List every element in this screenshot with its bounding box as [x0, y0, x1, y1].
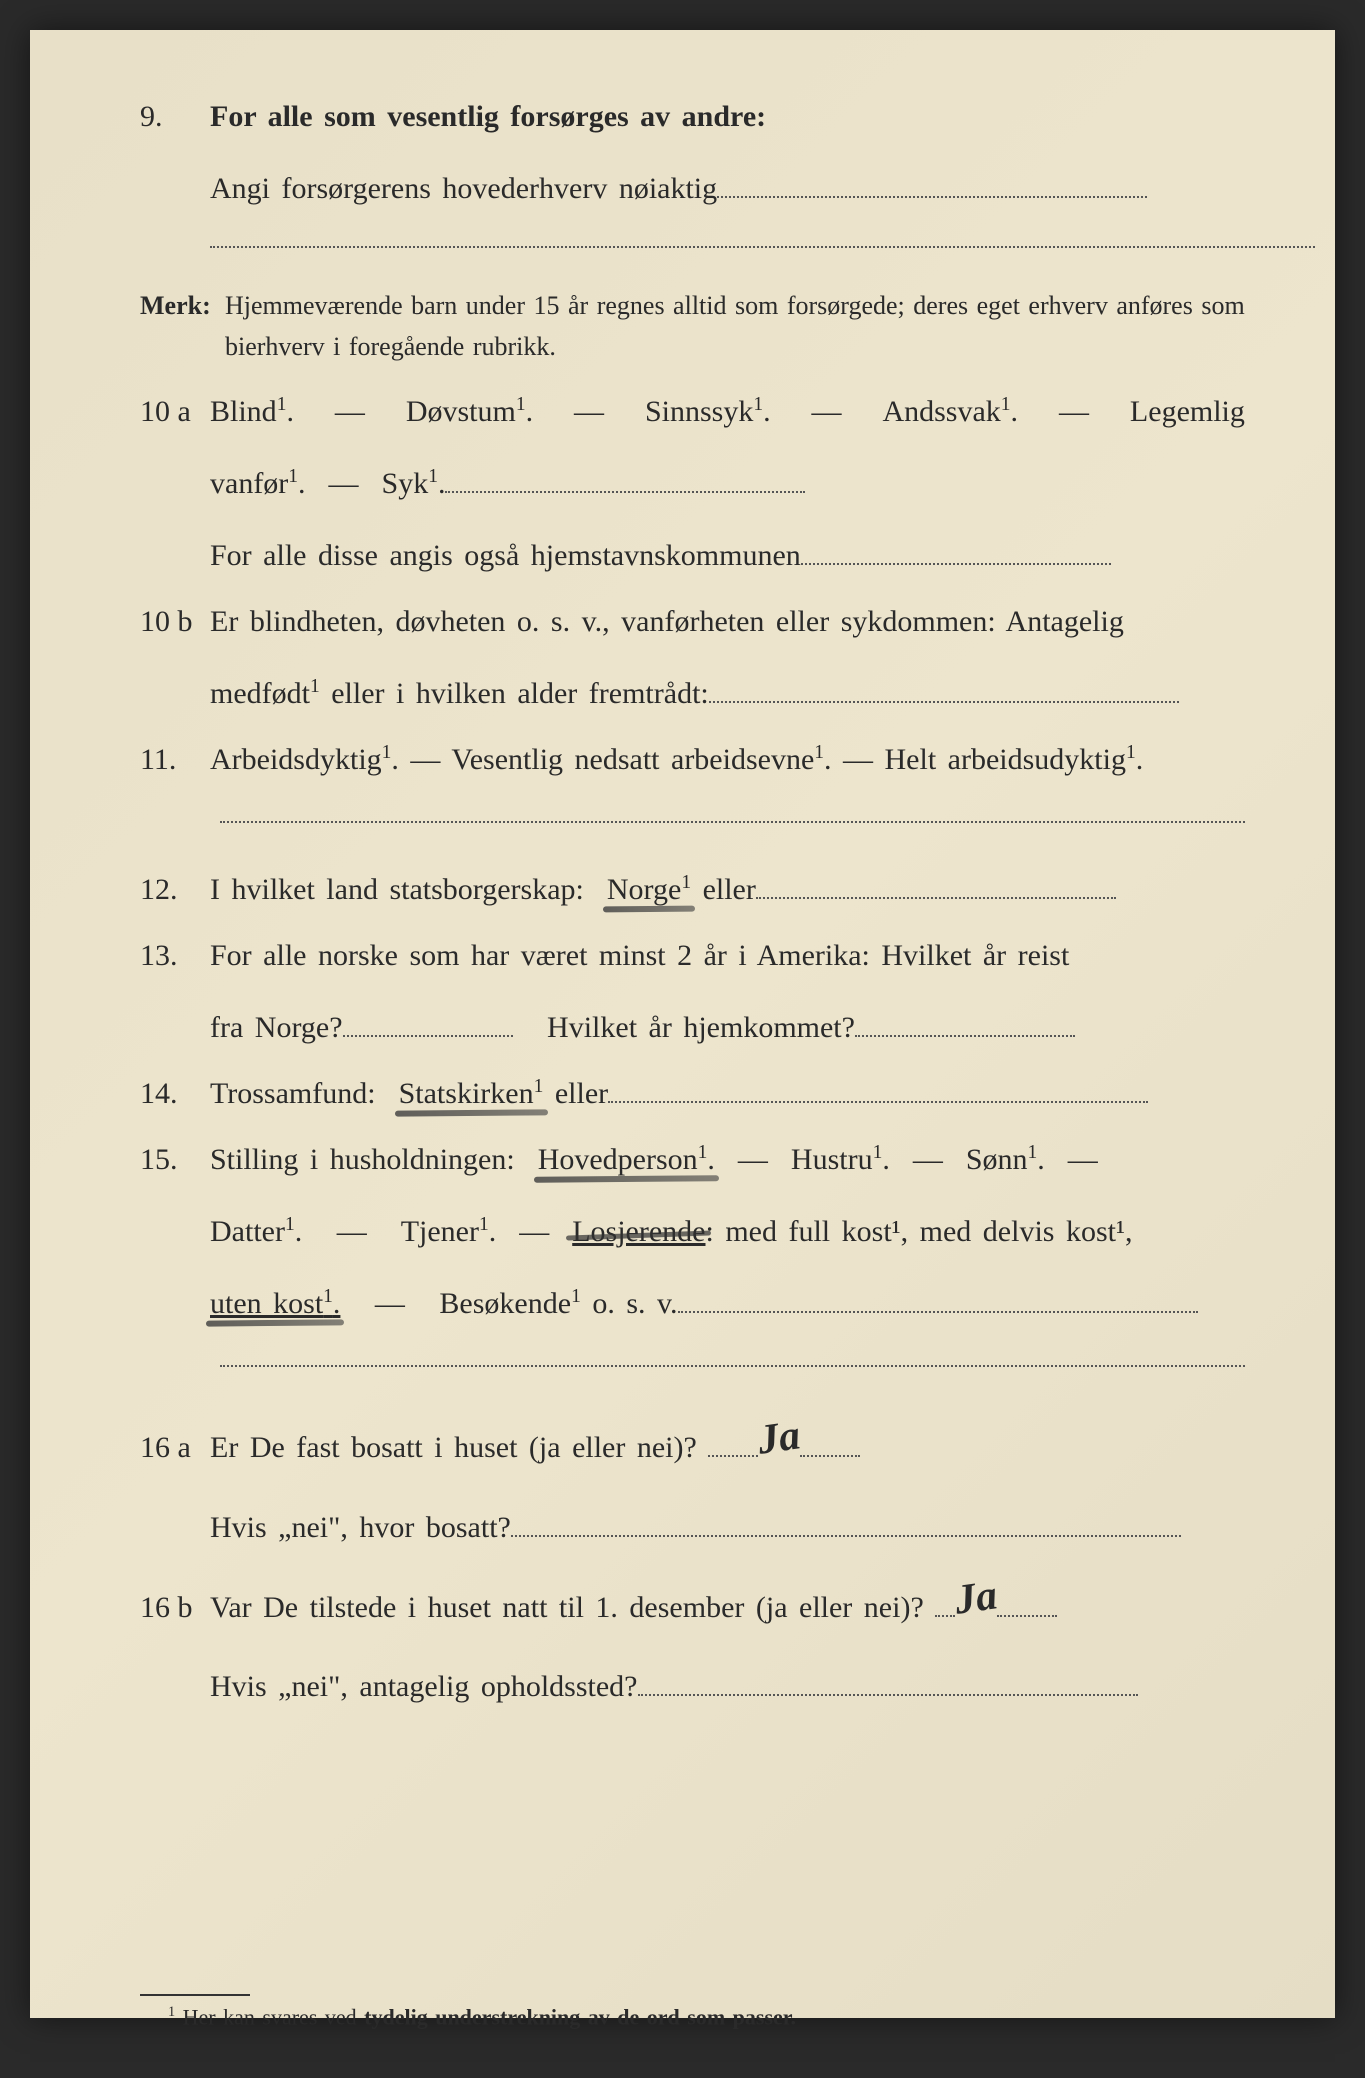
q10a-vanfor: vanfør: [210, 467, 288, 500]
q16a-text2: Hvis „nei", hvor bosatt?: [210, 1511, 511, 1544]
q13-text2a: fra Norge?: [210, 1011, 343, 1044]
q16b-number: 16 b: [140, 1581, 210, 1635]
q13-number: 13.: [140, 929, 210, 983]
q16a-fill2: [511, 1502, 1181, 1537]
q16b-answer-ja: Ja: [950, 1558, 1002, 1639]
q16b-line2: Hvis „nei", antagelig opholdssted?: [140, 1660, 1245, 1714]
footnote-num: 1: [168, 2004, 175, 2020]
q16a-line2: Hvis „nei", hvor bosatt?: [140, 1501, 1245, 1555]
q11-fill-line: [220, 819, 1245, 823]
q15-datter: Datter1.: [210, 1215, 302, 1248]
q12-text: I hvilket land statsborgerskap:: [210, 873, 584, 906]
q10a-fill3: [801, 530, 1111, 565]
q13-line2: fra Norge? Hvilket år hjemkommet?: [140, 1001, 1245, 1055]
footnote-rule: [140, 1994, 250, 1996]
q11-opt3: Helt arbeidsudyktig1.: [885, 743, 1144, 776]
q11-opt2: Vesentlig nedsatt arbeidsevne1.: [451, 743, 831, 776]
q10a-text3: For alle disse angis også hjemstavnskomm…: [210, 539, 801, 572]
q9-line1: 9. For alle som vesentlig forsørges av a…: [140, 90, 1245, 144]
q13-fill2: [855, 1002, 1075, 1037]
q10b-line2: medfødt1 eller i hvilken alder fremtrådt…: [140, 667, 1245, 721]
q10a-opt-andssvak: Andssvak1.: [882, 385, 1018, 439]
q15-losjerende-struck: Losjerende: [572, 1215, 705, 1248]
q15-hovedperson-selected: Hovedperson1.: [538, 1143, 715, 1176]
q14-fill: [608, 1068, 1148, 1103]
q15-number: 15.: [140, 1133, 210, 1187]
q11: 11. Arbeidsdyktig1. — Vesentlig nedsatt …: [140, 733, 1245, 787]
q11-opt1: Arbeidsdyktig1.: [210, 743, 399, 776]
q14-number: 14.: [140, 1067, 210, 1121]
q14-statskirken-selected: Statskirken1: [399, 1077, 544, 1110]
q15-line2: Datter1. — Tjener1. — Losjerende: med fu…: [140, 1205, 1245, 1259]
q10b-line1: 10 b Er blindheten, døvheten o. s. v., v…: [140, 595, 1245, 649]
q15-tjener: Tjener1.: [401, 1215, 497, 1248]
q10a-line3: For alle disse angis også hjemstavnskomm…: [140, 529, 1245, 583]
q13-fill1: [343, 1002, 513, 1037]
q13-line1: 13. For alle norske som har været minst …: [140, 929, 1245, 983]
footnote-pre: Her kan svares ved: [183, 2005, 357, 2030]
q15-fill-line: [220, 1363, 1245, 1367]
q15-utenkost-selected: uten kost1.: [210, 1287, 340, 1320]
merk-label: Merk:: [140, 291, 225, 321]
merk-note: Merk: Hjemmeværende barn under 15 år reg…: [140, 286, 1245, 367]
q12-norge-selected: Norge1: [607, 873, 691, 906]
q16a-answer-ja: Ja: [753, 1398, 805, 1479]
q9-number: 9.: [140, 90, 210, 144]
q10a-opt-blind: Blind1.: [210, 385, 294, 439]
q9-line2: Angi forsørgerens hovederhverv nøiaktig: [140, 162, 1245, 216]
q10b-fill: [709, 668, 1179, 703]
q9-fill-line: [210, 224, 1315, 248]
q10a-opt-sinnssyk: Sinnssyk1.: [645, 385, 771, 439]
q13-text2b: Hvilket år hjemkommet?: [547, 1011, 855, 1044]
q12-fill: [756, 864, 1116, 899]
q10a-syk: Syk: [382, 467, 429, 500]
q14-text: Trossamfund:: [210, 1077, 376, 1110]
q9-text: Angi forsørgerens hovederhverv nøiaktig: [210, 172, 717, 205]
q15-sonn: Sønn1.: [966, 1143, 1045, 1176]
q15-fill: [678, 1278, 1198, 1313]
q16a-line1: 16 a Er De fast bosatt i huset (ja eller…: [140, 1407, 1245, 1483]
q15-line1: 15. Stilling i husholdningen: Hovedperso…: [140, 1133, 1245, 1187]
census-form-page: 9. For alle som vesentlig forsørges av a…: [30, 30, 1335, 2018]
q15-losj-post: : med full kost¹, med delvis kost¹,: [706, 1215, 1133, 1248]
q14-eller: eller: [555, 1077, 608, 1110]
q13-text1: For alle norske som har været minst 2 år…: [210, 929, 1245, 983]
q15-text: Stilling i husholdningen:: [210, 1143, 515, 1176]
q16a-number: 16 a: [140, 1421, 210, 1475]
footnote: 1 Her kan svares ved tydelig understrekn…: [168, 2004, 1245, 2030]
q16b-fill2: [638, 1661, 1138, 1696]
q15-line3: uten kost1. — Besøkende1 o. s. v.: [140, 1277, 1245, 1331]
q10a-line1: 10 a Blind1. — Døvstum1. — Sinnssyk1. — …: [140, 385, 1245, 439]
q10b-number: 10 b: [140, 595, 210, 649]
q15-besokende: Besøkende1: [439, 1287, 580, 1320]
q16b-text1: Var De tilstede i huset natt til 1. dese…: [210, 1591, 924, 1624]
q10a-fill2: [445, 458, 805, 493]
merk-text: Hjemmeværende barn under 15 år regnes al…: [225, 286, 1245, 367]
q9-heading-text: For alle som vesentlig forsørges av andr…: [210, 100, 766, 133]
q14: 14. Trossamfund: Statskirken1 eller: [140, 1067, 1245, 1121]
q11-number: 11.: [140, 733, 210, 787]
q15-osv: o. s. v.: [592, 1287, 677, 1320]
q9-heading: For alle som vesentlig forsørges av andr…: [210, 90, 1245, 144]
footnote-bold: tydelig understrekning av de ord som pas…: [364, 2005, 796, 2030]
q10a-line2: vanfør1. — Syk1.: [140, 457, 1245, 511]
q9-fill: [717, 163, 1147, 198]
q10a-number: 10 a: [140, 385, 210, 439]
q10a-opt-legemlig: Legemlig: [1130, 385, 1245, 439]
q16a-text1: Er De fast bosatt i huset (ja eller nei)…: [210, 1431, 697, 1464]
q10a-opt-dovstum: Døvstum1.: [406, 385, 533, 439]
q16b-line1: 16 b Var De tilstede i huset natt til 1.…: [140, 1567, 1245, 1643]
q16b-text2: Hvis „nei", antagelig opholdssted?: [210, 1670, 638, 1703]
q10b-text1: Er blindheten, døvheten o. s. v., vanfør…: [210, 595, 1245, 649]
q12: 12. I hvilket land statsborgerskap: Norg…: [140, 863, 1245, 917]
q12-number: 12.: [140, 863, 210, 917]
q12-eller: eller: [703, 873, 756, 906]
q15-hustru: Hustru1.: [791, 1143, 890, 1176]
